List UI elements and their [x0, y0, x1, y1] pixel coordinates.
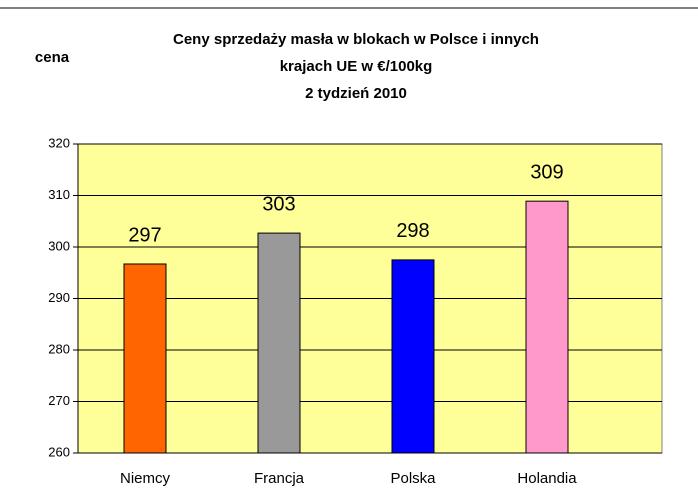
y-tick-label: 320 — [48, 135, 70, 150]
value-label: 309 — [530, 161, 563, 183]
x-tick-label: Polska — [390, 470, 436, 487]
value-label: 303 — [262, 193, 295, 215]
x-tick-label: Niemcy — [120, 470, 171, 487]
value-label: 298 — [396, 220, 429, 242]
y-tick-label: 310 — [48, 187, 70, 202]
bar — [525, 200, 569, 454]
chart-title: Ceny sprzedaży masła w blokach w Polsce … — [173, 31, 539, 48]
y-tick-label: 280 — [48, 341, 70, 356]
x-tick-label: Holandia — [517, 470, 577, 487]
value-label: 297 — [128, 224, 161, 246]
bar — [391, 259, 435, 454]
x-tick-label: Francja — [254, 470, 305, 487]
bar — [257, 232, 301, 454]
y-tick-label: 260 — [48, 444, 70, 459]
y-tick-label: 270 — [48, 393, 70, 408]
y-tick-label: 290 — [48, 290, 70, 305]
chart-title: 2 tydzień 2010 — [305, 85, 407, 102]
chart-title: krajach UE w €/100kg — [280, 58, 433, 75]
y-axis-label: cena — [35, 49, 70, 66]
bar — [123, 263, 167, 454]
y-tick-label: 300 — [48, 238, 70, 253]
